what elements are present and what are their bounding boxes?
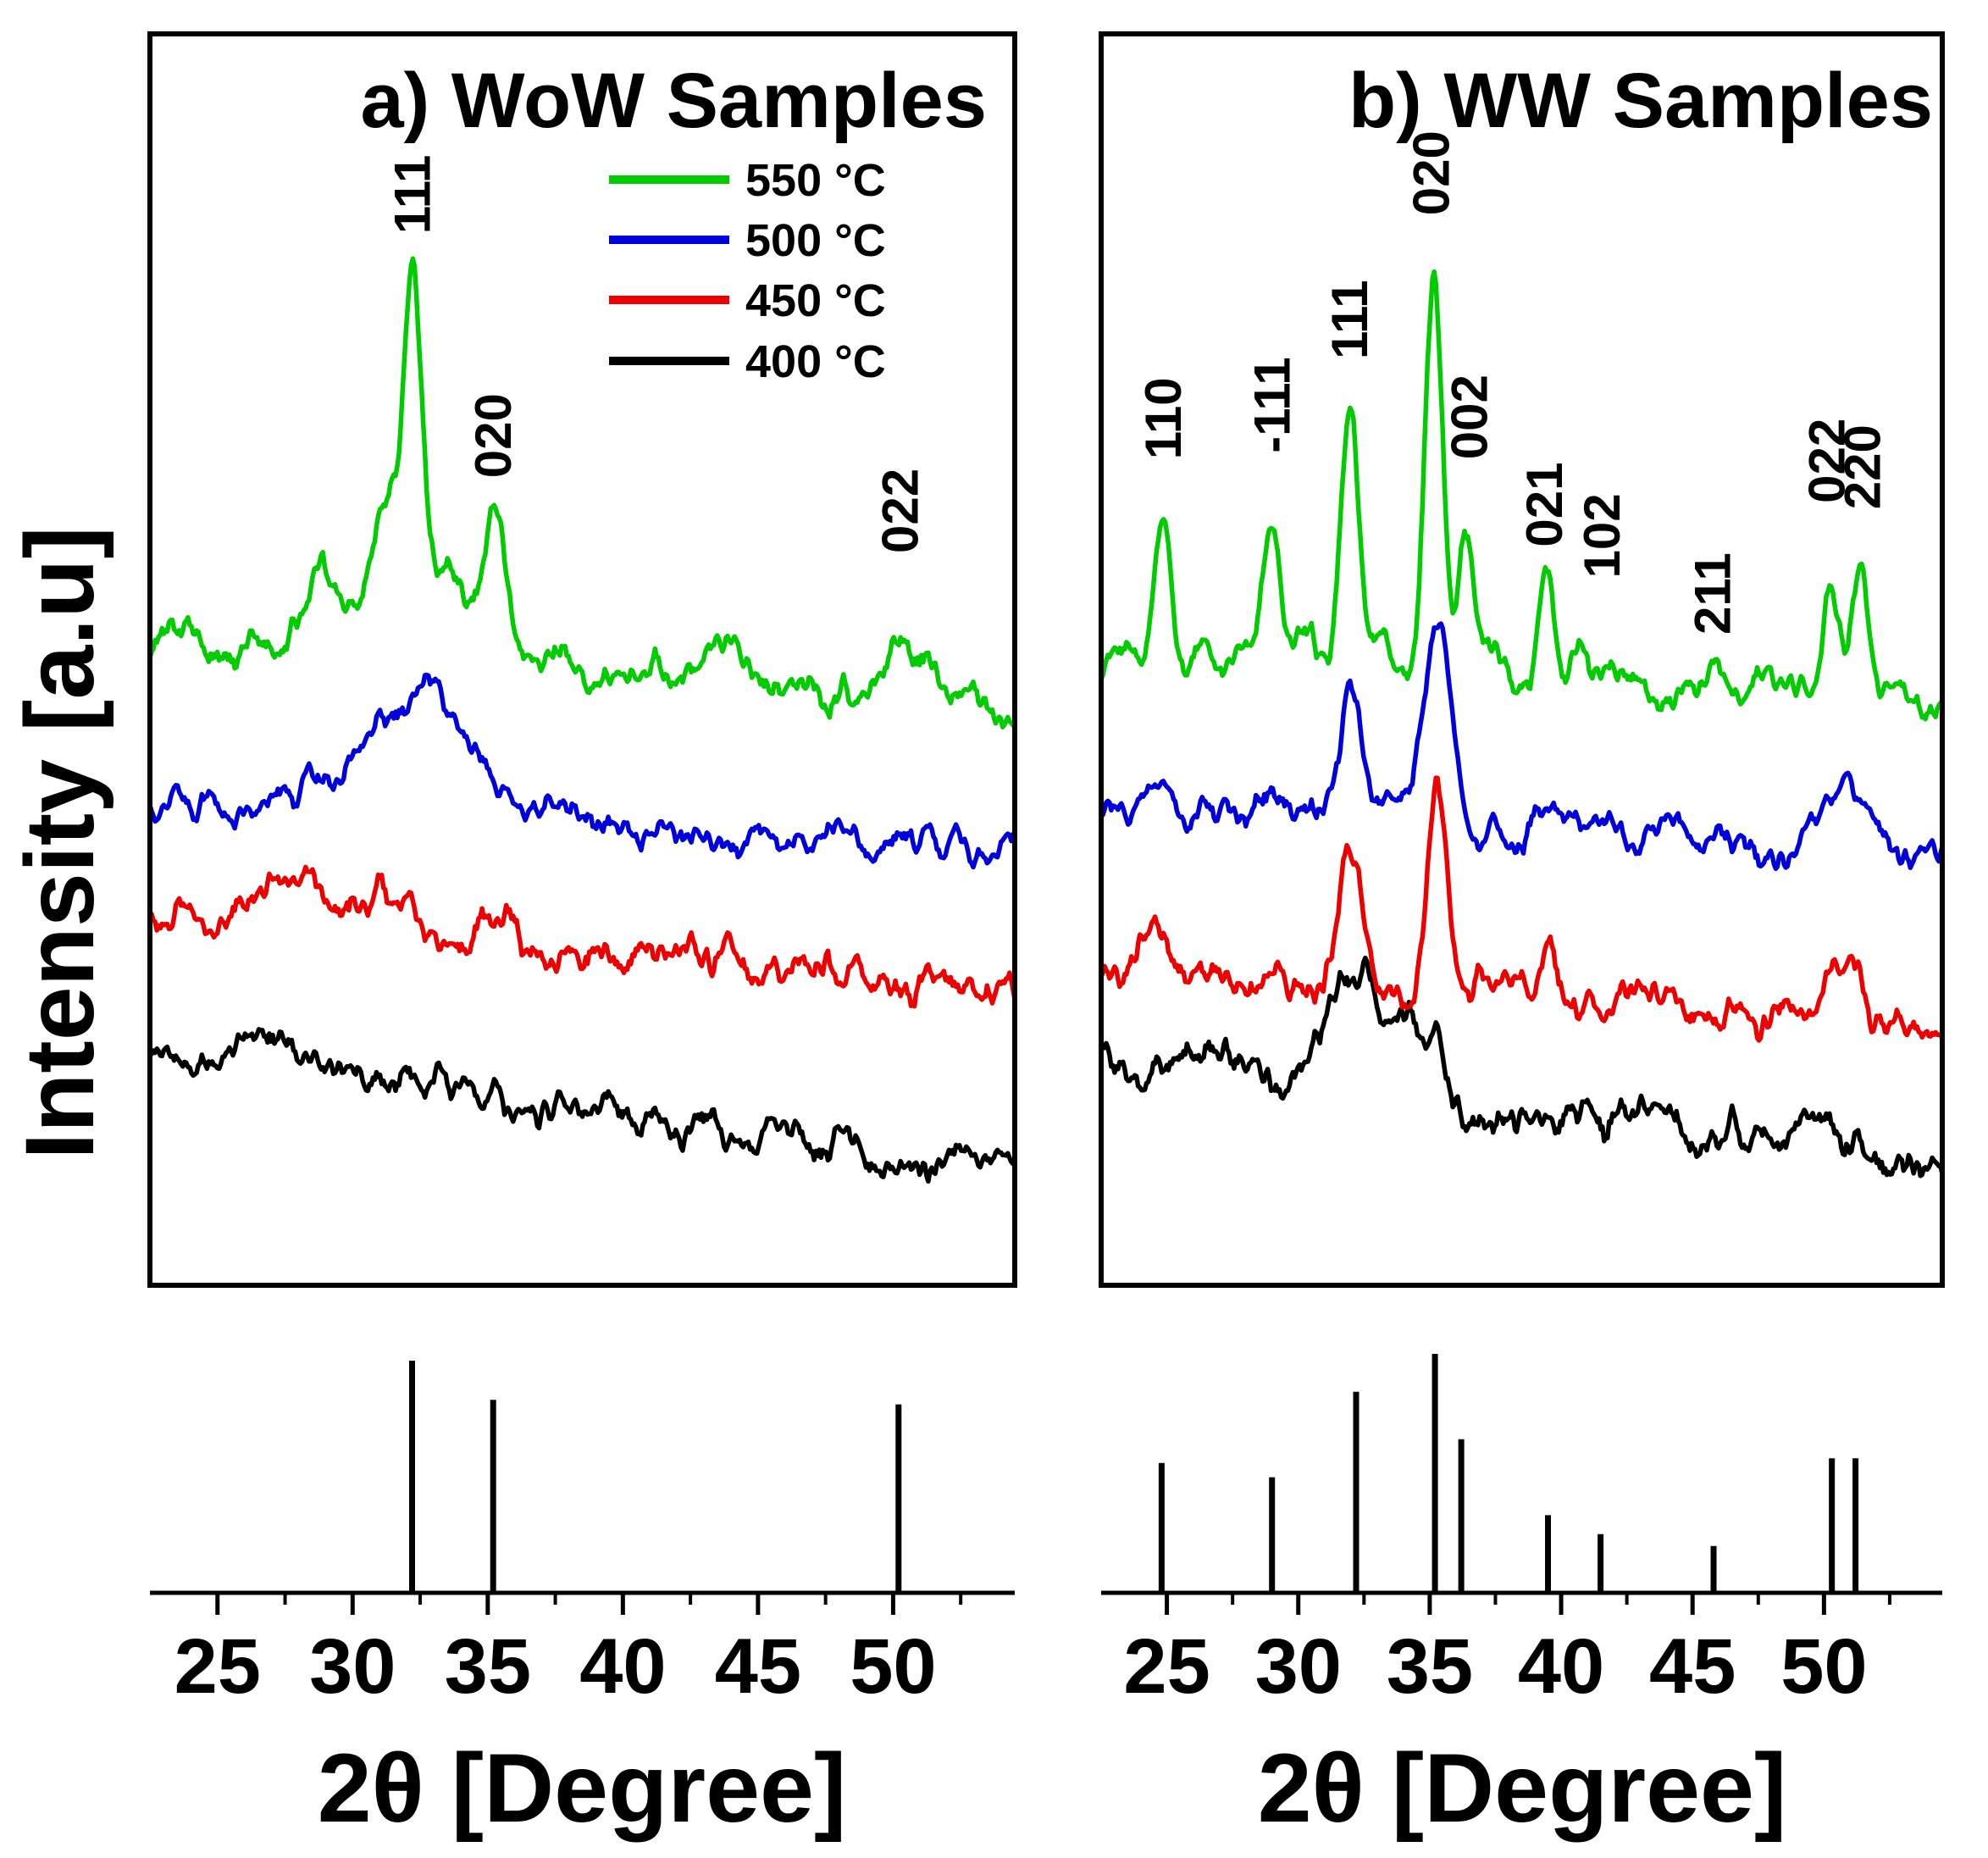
tick-label-40-panel-b: 40 [1518,1623,1604,1710]
peak-label-020-panel-a: 020 [465,393,522,478]
peak-label-211-panel-b: 211 [1685,552,1742,635]
peak-label-020-panel-b: 020 [1403,130,1459,215]
panel-a-title: a) WoW Samples [360,58,987,144]
peak-label-111-panel-b: 111 [1321,280,1378,360]
legend: 550 °C 500 °C 450 °C 400 °C [609,155,886,387]
xrd-curve-500c-panel-a [152,672,1012,870]
tick-label-35-panel-b: 35 [1387,1623,1473,1710]
xrd-curve-550c-panel-a [152,256,1012,729]
panel-b-border [1099,31,1945,1288]
xrd-curve-450c-panel-a [152,864,1012,1009]
curves-panel-a [152,256,1012,1184]
peak-label-111-panel-a: 111 [385,155,441,235]
xrd-curve-400c-panel-a [152,1027,1012,1184]
tick-label-30-panel-b: 30 [1255,1623,1342,1710]
tick-label-45-panel-b: 45 [1649,1623,1736,1710]
panel-a: 111 020 022 25 30 35 40 45 50 [147,31,1017,1710]
tick-label-45-panel-a: 45 [715,1623,801,1710]
peak-label-021-panel-b: 021 [1516,462,1573,546]
tick-label-50-panel-a: 50 [850,1623,936,1710]
xrd-curve-550c-panel-b [1104,269,1940,722]
legend-label-500c: 500 °C [745,215,886,266]
peak-label-002-panel-b: 002 [1441,374,1498,459]
panel-b-title: b) WW Samples [1348,58,1933,144]
generated-chart-layer: 111 020 022 25 30 35 40 45 50 110 -111 111 020 002 021… [147,31,1945,1710]
tick-label-35-panel-a: 35 [445,1623,531,1710]
legend-label-450c: 450 °C [745,275,886,326]
curves-panel-b [1104,269,1940,1179]
x-axis-label-panel-a: 2θ [Degree] [318,1734,847,1843]
peak-label-110-panel-b: 110 [1135,377,1192,459]
tick-label-25-panel-b: 25 [1123,1623,1210,1710]
xrd-curve-500c-panel-b [1104,621,1940,872]
y-axis-label: Intensity [a.u] [6,526,114,1160]
tick-label-40-panel-a: 40 [579,1623,666,1710]
peak-label-111-panel-b: -111 [1244,357,1301,452]
legend-label-550c: 550 °C [745,155,886,206]
peak-label-102-panel-b: 102 [1574,493,1631,578]
legend-label-400c: 400 °C [745,336,886,387]
peak-label-022-panel-a: 022 [872,469,928,553]
xrd-curve-400c-panel-b [1104,955,1940,1179]
xrd-curve-450c-panel-b [1104,775,1940,1043]
tick-label-25-panel-a: 25 [174,1623,261,1710]
tick-label-30-panel-a: 30 [309,1623,396,1710]
peak-label-022-panel-b: 022 [1799,419,1856,503]
x-axis-label-panel-b: 2θ [Degree] [1258,1734,1787,1843]
panel-a-border [147,31,1017,1288]
tick-label-50-panel-b: 50 [1780,1623,1867,1710]
peak-label-220-panel-b: 220 [1834,424,1891,509]
